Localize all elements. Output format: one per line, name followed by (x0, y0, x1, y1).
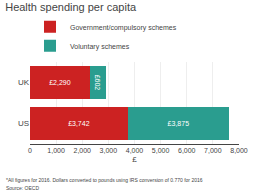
svg-text:Source: OECD: Source: OECD (6, 185, 39, 191)
svg-text:Government/compulsory schemes: Government/compulsory schemes (70, 24, 177, 32)
svg-text:3,000: 3,000 (100, 147, 118, 154)
svg-text:8,000: 8,000 (230, 147, 248, 154)
svg-text:6,000: 6,000 (178, 147, 196, 154)
svg-text:5,000: 5,000 (152, 147, 170, 154)
svg-text:4,000: 4,000 (126, 147, 144, 154)
svg-text:£3,742: £3,742 (68, 120, 90, 127)
svg-text:£3,875: £3,875 (168, 120, 190, 127)
svg-text:£602: £602 (94, 75, 101, 91)
svg-text:UK: UK (18, 78, 30, 87)
svg-text:Voluntary schemes: Voluntary schemes (70, 43, 130, 51)
svg-text:0: 0 (28, 147, 32, 154)
svg-text:£: £ (132, 155, 137, 164)
svg-text:US: US (18, 119, 29, 128)
svg-text:Health spending per capita: Health spending per capita (5, 1, 137, 13)
svg-text:7,000: 7,000 (204, 147, 222, 154)
svg-text:£2,290: £2,290 (49, 79, 71, 86)
svg-text:*All figures for 2016. Dollars: *All figures for 2016. Dollars converted… (6, 177, 203, 183)
svg-text:2,000: 2,000 (73, 147, 91, 154)
svg-text:1,000: 1,000 (47, 147, 65, 154)
